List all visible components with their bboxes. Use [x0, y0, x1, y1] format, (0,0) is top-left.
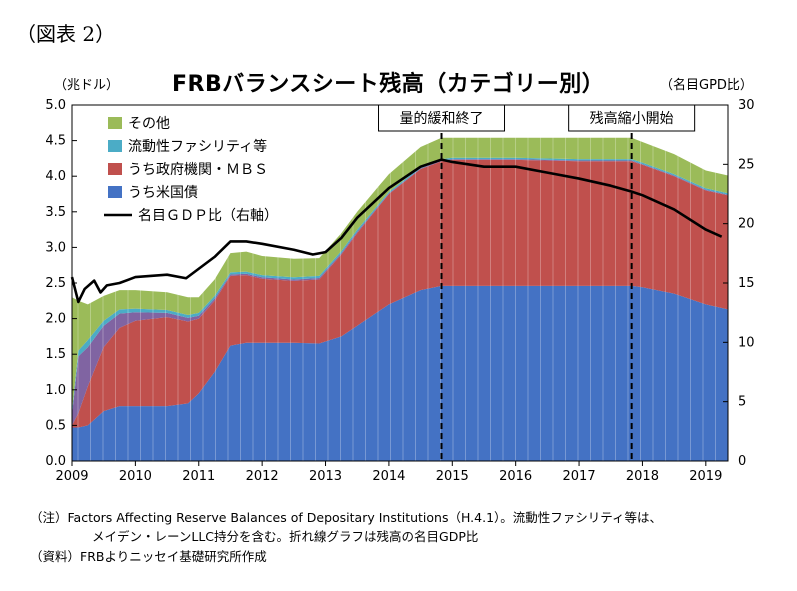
x-tick-label: 2017 [563, 469, 596, 484]
legend-label: 名目ＧＤＰ比（右軸） [138, 208, 278, 224]
y2-tick-label: 25 [738, 157, 755, 172]
y-tick-label: 4.0 [45, 169, 66, 184]
annotation-box [378, 104, 506, 132]
x-tick-label: 2016 [499, 469, 532, 484]
y-tick-label: 3.0 [45, 240, 66, 255]
figure-label: （図表 2） [16, 22, 116, 46]
legend-label: うち米国債 [128, 185, 198, 201]
y2-tick-label: 10 [738, 335, 755, 350]
gdp-ratio-line [70, 158, 723, 304]
y2-tick-label: 30 [738, 98, 755, 113]
y-tick-label: 5.0 [45, 98, 66, 113]
x-tick-label: 2011 [182, 469, 215, 484]
y-tick-label: 0.0 [45, 454, 66, 469]
x-tick-label: 2014 [372, 469, 405, 484]
y2-tick-label: 20 [738, 217, 755, 232]
x-tick-label: 2019 [689, 469, 722, 484]
note-line-2: メイデン・レーンLLC持分を含む。折れ線グラフは残高の名目GDP比 [92, 529, 479, 544]
note-line-1: （注）Factors Affecting Reserve Balances of… [30, 510, 663, 525]
y2-tick-label: 15 [738, 276, 755, 291]
x-tick-label: 2013 [309, 469, 342, 484]
x-tick-label: 2012 [246, 469, 279, 484]
legend-swatch-agency [108, 163, 122, 175]
chart-title: FRBバランスシート残高（カテゴリー別） [172, 72, 605, 97]
legend-swatch-liquidity [108, 140, 122, 152]
y-tick-label: 3.5 [45, 205, 66, 220]
annotation-box [568, 104, 696, 132]
area-treasuries [72, 285, 728, 461]
annotation-label: 量的緩和終了 [400, 111, 484, 127]
legend-swatch-treasuries [108, 186, 122, 198]
area-agency [72, 159, 728, 428]
y-axis-left-label: （兆ドル） [54, 78, 120, 93]
y-tick-label: 2.0 [45, 312, 66, 327]
y-tick-label: 1.0 [45, 383, 66, 398]
annotation-label: 残高縮小開始 [590, 110, 674, 127]
y-tick-label: 0.5 [45, 418, 66, 433]
y-tick-label: 2.5 [45, 276, 66, 291]
legend-label: その他 [128, 116, 170, 132]
source-note: （資料）FRBよりニッセイ基礎研究所作成 [30, 549, 267, 564]
legend-label: うち政府機関・ＭＢＳ [128, 162, 268, 178]
x-tick-label: 2009 [55, 469, 88, 484]
y2-tick-label: 5 [738, 395, 746, 410]
y-tick-label: 4.5 [45, 134, 66, 149]
x-tick-label: 2018 [626, 469, 659, 484]
legend-swatch-other [108, 117, 122, 129]
x-tick-label: 2010 [119, 469, 152, 484]
area-other [72, 137, 728, 412]
y2-tick-label: 0 [738, 454, 746, 469]
y-axis-right-label: （名目GPD比） [660, 78, 753, 93]
x-tick-label: 2015 [436, 469, 469, 484]
legend-label: 流動性ファシリティ等 [128, 138, 267, 155]
y-tick-label: 1.5 [45, 347, 66, 362]
bar-texture [77, 105, 716, 461]
